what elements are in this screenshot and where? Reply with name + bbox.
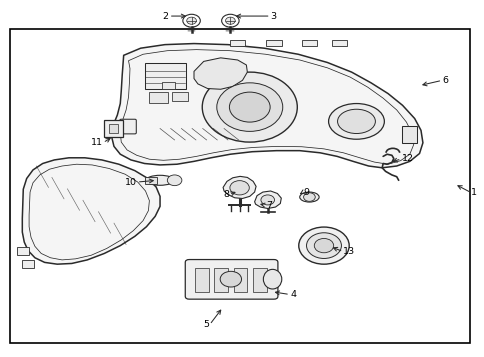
Bar: [144, 177, 156, 184]
Text: 8: 8: [223, 190, 228, 199]
Polygon shape: [223, 176, 256, 198]
Polygon shape: [194, 58, 247, 89]
Bar: [10, 29, 469, 343]
Bar: [172, 92, 187, 101]
Circle shape: [303, 193, 315, 201]
Ellipse shape: [337, 109, 375, 134]
Polygon shape: [254, 191, 281, 208]
Circle shape: [306, 233, 341, 258]
FancyBboxPatch shape: [104, 120, 122, 137]
Ellipse shape: [146, 175, 174, 185]
Bar: [331, 40, 347, 46]
Circle shape: [182, 14, 200, 27]
Circle shape: [314, 238, 333, 253]
Polygon shape: [22, 158, 160, 264]
Text: 4: 4: [289, 290, 295, 299]
Text: 9: 9: [302, 187, 308, 197]
Circle shape: [167, 175, 182, 186]
Circle shape: [229, 181, 249, 195]
Text: 12: 12: [401, 154, 413, 164]
Polygon shape: [111, 44, 422, 168]
Text: 5: 5: [203, 320, 209, 330]
Ellipse shape: [299, 192, 318, 202]
Bar: [108, 124, 118, 133]
Bar: [22, 260, 34, 268]
FancyBboxPatch shape: [185, 260, 277, 299]
Text: 2: 2: [163, 11, 168, 21]
FancyBboxPatch shape: [120, 119, 136, 134]
Bar: [149, 92, 167, 103]
Bar: [229, 40, 245, 46]
Ellipse shape: [328, 104, 383, 139]
Bar: [214, 268, 227, 292]
Bar: [144, 63, 185, 89]
Text: 3: 3: [270, 11, 276, 21]
Circle shape: [298, 227, 348, 264]
Circle shape: [225, 17, 235, 24]
Circle shape: [202, 72, 297, 142]
Circle shape: [186, 17, 196, 24]
Bar: [17, 247, 29, 255]
Circle shape: [260, 195, 274, 205]
Circle shape: [229, 92, 270, 122]
Bar: [233, 268, 247, 292]
Text: 6: 6: [441, 76, 447, 85]
Text: 11: 11: [91, 138, 103, 147]
Circle shape: [221, 14, 239, 27]
Text: 1: 1: [470, 188, 476, 197]
Ellipse shape: [263, 269, 281, 289]
Bar: [301, 40, 317, 46]
Text: 7: 7: [265, 201, 271, 210]
Text: 10: 10: [124, 177, 136, 187]
Bar: [266, 40, 281, 46]
Bar: [195, 268, 208, 292]
Circle shape: [216, 83, 282, 131]
Bar: [253, 268, 266, 292]
Text: 13: 13: [343, 247, 355, 256]
Bar: [401, 126, 416, 143]
Bar: [162, 82, 174, 89]
Circle shape: [220, 271, 241, 287]
